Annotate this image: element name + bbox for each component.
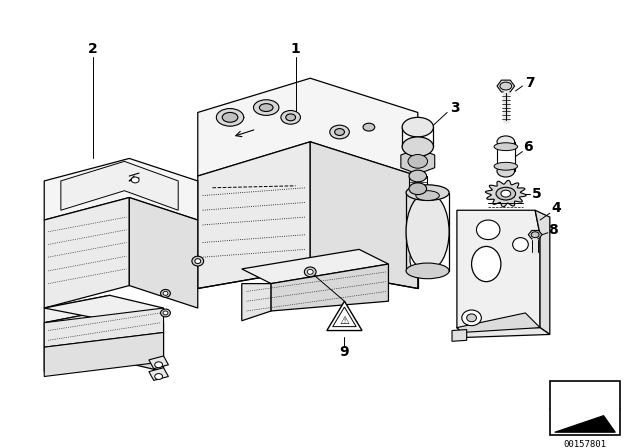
Polygon shape: [271, 264, 388, 311]
Ellipse shape: [330, 125, 349, 139]
Ellipse shape: [161, 309, 170, 317]
Ellipse shape: [155, 374, 163, 379]
Ellipse shape: [402, 137, 433, 156]
Polygon shape: [109, 310, 164, 371]
Ellipse shape: [467, 314, 476, 322]
Polygon shape: [149, 356, 168, 369]
Polygon shape: [497, 80, 515, 92]
Polygon shape: [129, 198, 198, 308]
Polygon shape: [486, 181, 526, 207]
Ellipse shape: [416, 191, 439, 200]
Text: 2: 2: [88, 42, 98, 56]
Polygon shape: [333, 307, 356, 327]
Ellipse shape: [216, 108, 244, 126]
Polygon shape: [457, 210, 540, 332]
Text: ⚠: ⚠: [339, 316, 349, 326]
Polygon shape: [457, 313, 540, 332]
Polygon shape: [242, 250, 388, 284]
Ellipse shape: [253, 100, 279, 116]
Ellipse shape: [131, 177, 139, 183]
Polygon shape: [44, 308, 164, 347]
Ellipse shape: [259, 103, 273, 112]
Polygon shape: [61, 161, 178, 210]
Ellipse shape: [161, 289, 170, 297]
Polygon shape: [327, 301, 362, 331]
Ellipse shape: [155, 362, 163, 368]
Text: 1: 1: [291, 42, 300, 56]
Polygon shape: [457, 327, 550, 337]
Polygon shape: [198, 142, 310, 289]
Polygon shape: [535, 210, 550, 335]
Ellipse shape: [513, 237, 528, 251]
Text: 9: 9: [340, 345, 349, 359]
Ellipse shape: [412, 209, 424, 231]
Polygon shape: [44, 295, 109, 323]
Text: 3: 3: [450, 100, 460, 115]
Ellipse shape: [286, 114, 296, 121]
Ellipse shape: [472, 246, 501, 282]
Text: 6: 6: [524, 140, 533, 154]
Ellipse shape: [406, 263, 449, 279]
Ellipse shape: [497, 165, 515, 177]
Polygon shape: [44, 198, 129, 308]
Ellipse shape: [462, 310, 481, 326]
Ellipse shape: [363, 123, 375, 131]
Bar: [550, 381, 620, 435]
Text: 8: 8: [548, 223, 557, 237]
Ellipse shape: [222, 112, 238, 122]
Ellipse shape: [501, 190, 511, 197]
Ellipse shape: [402, 117, 433, 137]
Polygon shape: [555, 416, 615, 432]
Polygon shape: [44, 310, 109, 371]
Ellipse shape: [335, 129, 344, 135]
Ellipse shape: [406, 193, 449, 271]
Polygon shape: [528, 230, 542, 239]
Ellipse shape: [409, 170, 427, 182]
Ellipse shape: [409, 183, 427, 194]
Ellipse shape: [281, 111, 300, 124]
Ellipse shape: [531, 232, 539, 237]
Text: 7: 7: [525, 76, 535, 90]
Ellipse shape: [494, 143, 518, 151]
Ellipse shape: [500, 82, 511, 90]
Ellipse shape: [494, 162, 518, 170]
Polygon shape: [310, 142, 418, 289]
Ellipse shape: [307, 269, 313, 274]
Ellipse shape: [406, 185, 449, 200]
Ellipse shape: [497, 136, 515, 148]
Ellipse shape: [195, 258, 201, 263]
Ellipse shape: [305, 267, 316, 277]
Ellipse shape: [476, 220, 500, 240]
Text: 4: 4: [552, 201, 561, 215]
Ellipse shape: [496, 187, 516, 200]
Ellipse shape: [408, 155, 428, 168]
Text: 00157801: 00157801: [563, 440, 607, 448]
Polygon shape: [149, 368, 168, 380]
Polygon shape: [242, 284, 271, 321]
Polygon shape: [401, 149, 435, 174]
Ellipse shape: [192, 256, 204, 266]
Ellipse shape: [163, 311, 168, 315]
Ellipse shape: [410, 246, 426, 273]
Ellipse shape: [163, 291, 168, 295]
Polygon shape: [44, 295, 164, 321]
Polygon shape: [452, 330, 467, 341]
Polygon shape: [44, 159, 198, 220]
Polygon shape: [198, 78, 418, 176]
Text: 5: 5: [532, 187, 542, 201]
Polygon shape: [44, 332, 164, 376]
